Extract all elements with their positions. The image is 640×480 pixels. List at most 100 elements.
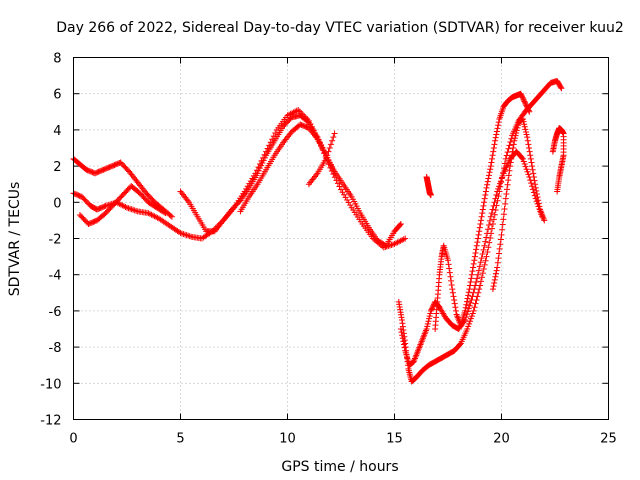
data-point bbox=[482, 188, 489, 195]
data-point bbox=[485, 175, 492, 182]
data-point bbox=[524, 137, 531, 144]
data-point bbox=[490, 148, 497, 155]
data-point bbox=[447, 273, 454, 280]
data-point bbox=[479, 206, 486, 213]
data-point bbox=[495, 122, 502, 129]
data-point bbox=[466, 302, 473, 309]
series-track-k bbox=[549, 125, 567, 195]
plot-frame bbox=[73, 57, 609, 420]
data-point bbox=[522, 163, 529, 170]
data-point bbox=[472, 300, 479, 307]
data-point bbox=[272, 130, 279, 137]
data-point bbox=[446, 265, 453, 272]
data-point bbox=[486, 217, 493, 224]
data-point bbox=[468, 313, 475, 320]
data-point bbox=[489, 221, 496, 228]
data-point bbox=[491, 199, 498, 206]
y-tick-label: 2 bbox=[53, 160, 61, 175]
data-point bbox=[473, 246, 480, 253]
data-point bbox=[487, 213, 494, 220]
chart-title: Day 266 of 2022, Sidereal Day-to-day VTE… bbox=[56, 20, 624, 36]
data-point bbox=[471, 257, 478, 264]
data-point bbox=[523, 131, 530, 138]
data-point bbox=[513, 130, 520, 137]
data-point bbox=[471, 253, 478, 260]
data-point bbox=[487, 163, 494, 170]
data-point bbox=[466, 320, 473, 327]
data-point bbox=[490, 216, 497, 223]
data-point bbox=[518, 93, 525, 100]
data-point bbox=[493, 192, 500, 199]
series-track-d bbox=[177, 112, 404, 249]
data-point bbox=[525, 107, 532, 114]
data-point bbox=[482, 192, 489, 199]
y-tick-label: -2 bbox=[49, 233, 62, 248]
data-point bbox=[479, 210, 486, 217]
y-tick-label: 0 bbox=[53, 196, 61, 211]
data-point bbox=[520, 158, 527, 165]
data-point bbox=[497, 178, 504, 185]
data-point bbox=[467, 315, 474, 322]
data-point bbox=[329, 165, 336, 172]
data-point bbox=[484, 178, 491, 185]
data-point bbox=[531, 177, 538, 184]
data-point bbox=[469, 310, 476, 317]
data-point bbox=[445, 261, 452, 268]
data-point bbox=[493, 131, 500, 138]
data-point bbox=[479, 270, 486, 277]
data-point bbox=[258, 162, 265, 169]
data-point bbox=[504, 181, 511, 188]
data-point bbox=[514, 124, 521, 131]
data-point bbox=[475, 267, 482, 274]
data-point bbox=[465, 305, 472, 312]
series-track-a bbox=[70, 106, 409, 251]
series-track-e bbox=[237, 121, 338, 215]
data-point bbox=[424, 320, 431, 327]
data-point bbox=[452, 307, 459, 314]
data-point bbox=[530, 170, 537, 177]
data-point bbox=[522, 128, 529, 135]
data-point bbox=[525, 171, 532, 178]
data-point bbox=[524, 104, 531, 111]
data-point bbox=[472, 282, 479, 289]
data-point bbox=[399, 335, 406, 342]
data-point bbox=[508, 135, 515, 142]
data-point bbox=[474, 235, 481, 242]
data-point bbox=[426, 313, 433, 320]
data-point bbox=[499, 221, 506, 228]
data-point bbox=[473, 278, 480, 285]
data-point bbox=[452, 304, 459, 311]
data-point bbox=[483, 184, 490, 191]
data-point bbox=[484, 248, 491, 255]
data-point bbox=[499, 172, 506, 179]
data-point bbox=[462, 307, 469, 314]
data-point bbox=[527, 155, 534, 162]
data-point bbox=[494, 264, 501, 271]
data-point bbox=[481, 242, 488, 249]
data-point bbox=[519, 155, 526, 162]
data-point bbox=[487, 166, 494, 173]
y-tick-label: 6 bbox=[53, 88, 61, 103]
data-point bbox=[304, 118, 311, 125]
data-point bbox=[401, 344, 408, 351]
data-point bbox=[480, 266, 487, 273]
data-point bbox=[323, 155, 330, 162]
data-point bbox=[397, 222, 404, 229]
data-point bbox=[504, 149, 511, 156]
series-track-c bbox=[76, 183, 169, 228]
data-point bbox=[492, 134, 499, 141]
data-point bbox=[161, 209, 168, 216]
data-point bbox=[528, 159, 535, 166]
data-point bbox=[427, 192, 434, 199]
data-point bbox=[529, 183, 536, 190]
data-point bbox=[527, 152, 534, 159]
data-point bbox=[494, 188, 501, 195]
data-point bbox=[522, 101, 529, 108]
data-point bbox=[474, 239, 481, 246]
data-point bbox=[523, 102, 530, 109]
data-point bbox=[513, 127, 520, 134]
data-point bbox=[512, 132, 519, 139]
data-point bbox=[535, 197, 542, 204]
data-point bbox=[506, 167, 513, 174]
